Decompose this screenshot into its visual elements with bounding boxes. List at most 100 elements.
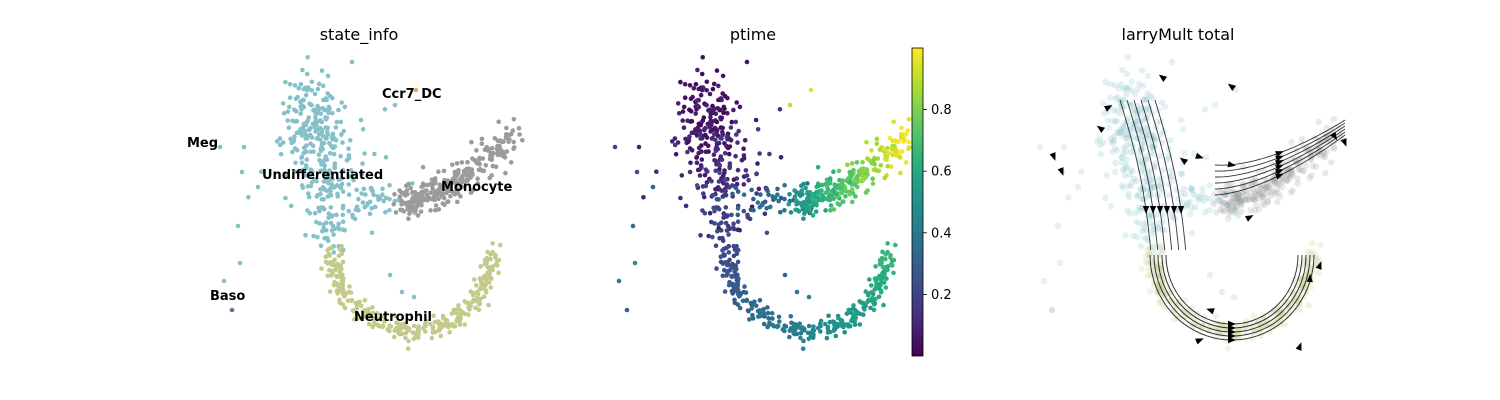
cell-point: [719, 176, 724, 181]
cell-point: [398, 208, 403, 213]
cell-point: [731, 108, 736, 113]
cell-point: [405, 188, 410, 193]
cell-point: [730, 183, 735, 188]
cell-point: [425, 193, 430, 198]
cell-point: [397, 329, 402, 334]
cell-point: [458, 322, 463, 327]
cell-point: [729, 265, 734, 270]
cell-point: [820, 193, 825, 198]
cell-point: [906, 128, 911, 133]
cell-point: [370, 231, 375, 236]
cell-point: [400, 290, 405, 295]
colorbar-ticks: 0.20.40.60.8: [923, 103, 952, 303]
cell-point: [778, 107, 783, 112]
cell-point: [744, 168, 749, 173]
cell-point: [860, 177, 865, 182]
cell-point: [772, 324, 777, 329]
cell-point: [688, 83, 693, 88]
cell-point: [474, 148, 479, 153]
cell-point: [328, 289, 333, 294]
cell-point: [1307, 175, 1313, 181]
cell-point: [322, 236, 327, 241]
cell-point: [1055, 223, 1061, 229]
cell-point: [406, 346, 411, 351]
cell-point: [875, 137, 880, 142]
cell-point: [831, 169, 836, 174]
cell-point: [673, 143, 678, 148]
cell-point: [651, 185, 656, 190]
cell-point: [683, 95, 688, 100]
cell-point: [713, 187, 718, 192]
cell-point: [879, 290, 884, 295]
cell-point: [893, 243, 898, 248]
cell-point: [504, 126, 509, 131]
cell-point: [424, 188, 429, 193]
cell-point: [399, 202, 404, 207]
cell-point: [805, 196, 810, 201]
cell-point: [1309, 240, 1315, 246]
cell-point: [393, 103, 398, 108]
cell-point: [1231, 199, 1237, 205]
cell-point: [749, 188, 754, 193]
cell-point: [299, 82, 304, 87]
cell-point: [305, 208, 310, 213]
cell-point: [741, 299, 746, 304]
cell-point: [1121, 150, 1127, 156]
cell-point: [738, 306, 743, 311]
cell-point: [744, 290, 749, 295]
cell-point: [810, 204, 815, 209]
cell-point: [795, 290, 800, 295]
cell-point: [498, 243, 503, 248]
cell-point: [411, 331, 416, 336]
cell-point: [698, 136, 703, 141]
cell-point: [327, 213, 332, 218]
cell-point: [789, 314, 794, 319]
cell-point: [729, 274, 734, 279]
cell-point: [408, 186, 413, 191]
cell-point: [894, 153, 899, 158]
cell-point: [1135, 86, 1141, 92]
cell-point: [736, 168, 741, 173]
cell-point: [734, 120, 739, 125]
cell-point: [509, 160, 514, 165]
cell-point: [729, 213, 734, 218]
cell-point: [711, 206, 716, 211]
cell-point: [337, 298, 342, 303]
cell-point: [727, 250, 732, 255]
cell-point: [745, 60, 750, 65]
cell-point: [320, 106, 325, 111]
cell-point: [831, 188, 836, 193]
cell-point: [1328, 159, 1334, 165]
cell-point: [680, 118, 685, 123]
panel-title: ptime: [730, 25, 776, 44]
cell-point: [763, 212, 768, 217]
cell-point: [520, 138, 525, 143]
cell-point: [885, 268, 890, 273]
cell-point: [1304, 249, 1310, 255]
cell-point: [347, 284, 352, 289]
cell-point: [682, 105, 687, 110]
cell-point: [1173, 187, 1179, 193]
cell-point: [714, 244, 719, 249]
cell-point: [776, 324, 781, 329]
cell-point: [482, 169, 487, 174]
cell-point: [816, 165, 821, 170]
cell-point: [654, 169, 659, 174]
cell-point: [503, 171, 508, 176]
cell-point: [798, 336, 803, 341]
stream-arrow: [1206, 308, 1215, 314]
cell-point: [339, 100, 344, 105]
cell-point: [384, 196, 389, 201]
cell-point: [489, 285, 494, 290]
cell-point: [681, 109, 686, 114]
colorbar-tick-label: 0.4: [931, 226, 952, 241]
cell-point: [318, 187, 323, 192]
cell-point: [283, 196, 288, 201]
cell-point: [1162, 305, 1168, 311]
cell-point: [1212, 102, 1218, 108]
cell-point: [331, 232, 336, 237]
cell-point: [454, 319, 459, 324]
cell-point: [763, 200, 768, 205]
cell-point: [1187, 199, 1193, 205]
cell-point: [719, 188, 724, 193]
